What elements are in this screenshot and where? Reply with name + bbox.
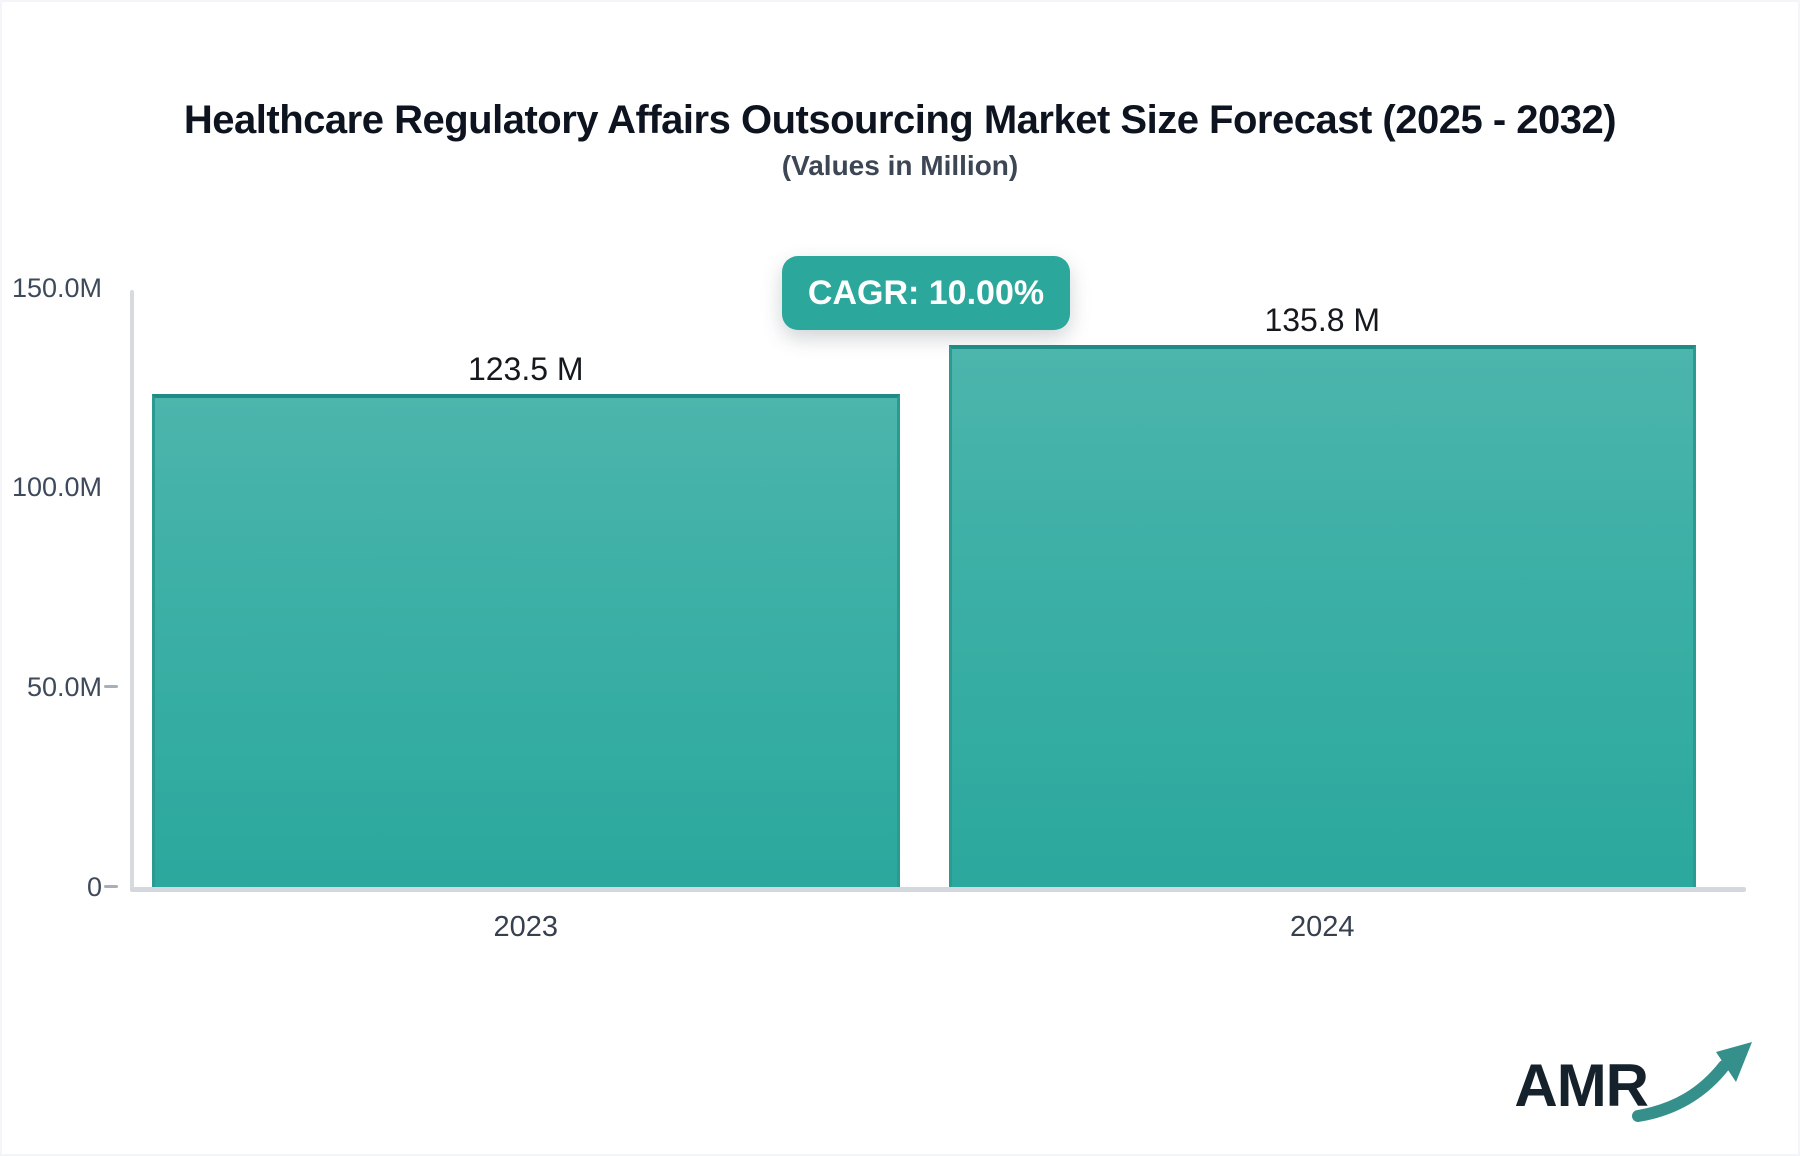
y-axis-tick-row: 50.0M <box>2 670 124 704</box>
bar-2023: 123.5 M 2023 <box>152 351 900 943</box>
y-axis-tick-label: 0 <box>86 871 102 902</box>
chart-subtitle: (Values in Million) <box>781 150 1019 181</box>
chart-title: Healthcare Regulatory Affairs Outsourcin… <box>183 98 1617 142</box>
cagr-badge: CAGR: 10.00% <box>782 256 1070 330</box>
plot-area: 123.5 M 2023 135.8 M 2024 <box>133 288 1746 943</box>
cagr-badge-label: CAGR: 10.00% <box>807 273 1045 312</box>
y-axis-tick-label: 100.0M <box>11 472 102 503</box>
y-axis-tick-row: 150.0M <box>2 271 124 305</box>
trend-up-arrow-icon <box>1632 1042 1752 1122</box>
y-axis-tick-mark <box>104 685 118 689</box>
y-axis-labels: 150.0M 100.0M 50.0M 0 <box>2 273 124 902</box>
y-axis-tick-mark <box>104 885 118 888</box>
y-axis-tick-label: 150.0M <box>11 272 102 303</box>
x-axis-label: 2023 <box>493 911 558 943</box>
y-axis-tick-label: 50.0M <box>26 671 102 702</box>
y-axis-tick-row: 0 <box>2 870 124 904</box>
bars-row: 123.5 M 2023 135.8 M 2024 <box>152 288 1696 943</box>
amr-logo-text: AMR <box>1514 1051 1649 1119</box>
bar-value-label: 135.8 M <box>1264 301 1381 338</box>
bar-2024: 135.8 M 2024 <box>948 302 1696 943</box>
x-axis-line <box>130 887 1746 892</box>
x-axis-label: 2024 <box>1289 911 1355 943</box>
bar-value-label: 123.5 M <box>467 350 584 387</box>
y-axis-line <box>130 290 134 890</box>
y-axis-tick-row: 100.0M <box>2 471 124 505</box>
amr-logo: AMR <box>1514 1042 1756 1124</box>
